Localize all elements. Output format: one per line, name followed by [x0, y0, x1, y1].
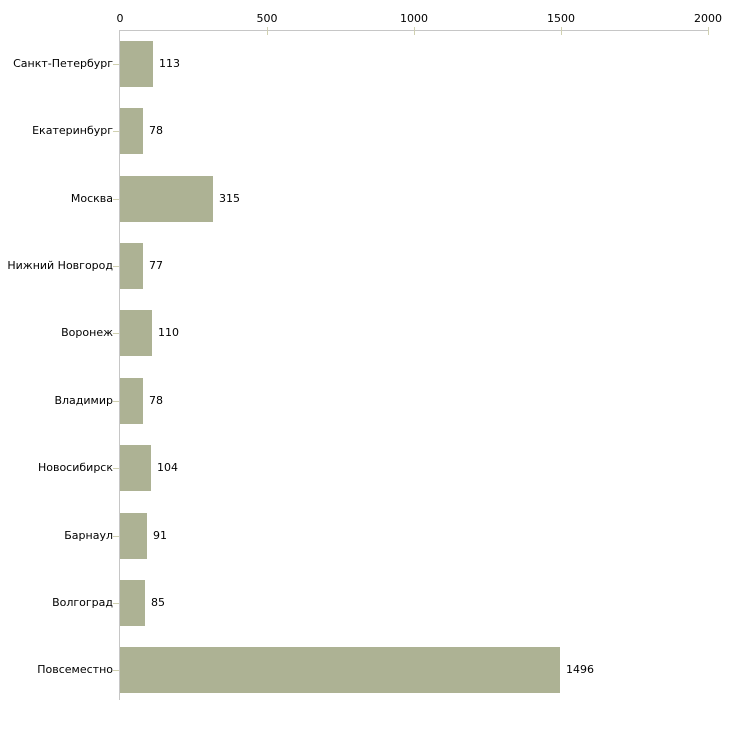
- category-tick-mark: [113, 131, 119, 133]
- value-label: 78: [149, 393, 163, 407]
- x-tick-mark: [561, 27, 562, 35]
- x-tick-label: 2000: [694, 12, 722, 25]
- bar: [120, 445, 151, 492]
- value-label: 78: [149, 124, 163, 138]
- category-tick-mark: [113, 400, 119, 402]
- x-tick-label: 500: [256, 12, 278, 25]
- bar: [120, 377, 143, 424]
- x-tick-label: 1000: [400, 12, 428, 25]
- value-label: 104: [157, 461, 178, 475]
- category-tick-mark: [113, 535, 119, 537]
- category-tick-mark: [113, 333, 119, 335]
- category-label: Воронеж: [61, 326, 113, 340]
- category-tick-mark: [113, 468, 119, 470]
- value-label: 91: [153, 528, 167, 542]
- bar: [120, 579, 145, 626]
- value-label: 113: [159, 56, 180, 70]
- x-tick-label: 1500: [547, 12, 575, 25]
- category-label: Екатеринбург: [32, 124, 113, 138]
- category-tick-mark: [113, 602, 119, 604]
- value-label: 85: [151, 595, 165, 609]
- x-tick-mark: [414, 27, 415, 35]
- category-tick-mark: [113, 265, 119, 267]
- bar: [120, 242, 143, 289]
- bar: [120, 108, 143, 155]
- category-tick-mark: [113, 670, 119, 672]
- bar: [120, 647, 560, 694]
- category-label: Барнаул: [64, 528, 113, 542]
- bar: [120, 40, 153, 87]
- category-label: Санкт-Петербург: [13, 56, 113, 70]
- category-label: Владимир: [54, 393, 113, 407]
- y-axis-line: [119, 30, 120, 700]
- category-label: Новосибирск: [37, 461, 113, 475]
- value-label: 110: [158, 326, 179, 340]
- value-label: 315: [219, 191, 240, 205]
- x-tick-mark: [708, 27, 709, 35]
- category-label: Москва: [70, 191, 113, 205]
- x-tick-label: 0: [116, 12, 124, 25]
- category-label: Волгоград: [52, 595, 113, 609]
- value-label: 77: [149, 258, 163, 272]
- x-tick-mark: [267, 27, 268, 35]
- category-tick-mark: [113, 63, 119, 65]
- bar: [120, 512, 147, 559]
- category-label: Нижний Новгород: [7, 258, 113, 272]
- category-tick-mark: [113, 198, 119, 200]
- category-label: Повсеместно: [37, 663, 113, 677]
- bar: [120, 310, 152, 357]
- value-label: 1496: [566, 663, 594, 677]
- bar: [120, 175, 213, 222]
